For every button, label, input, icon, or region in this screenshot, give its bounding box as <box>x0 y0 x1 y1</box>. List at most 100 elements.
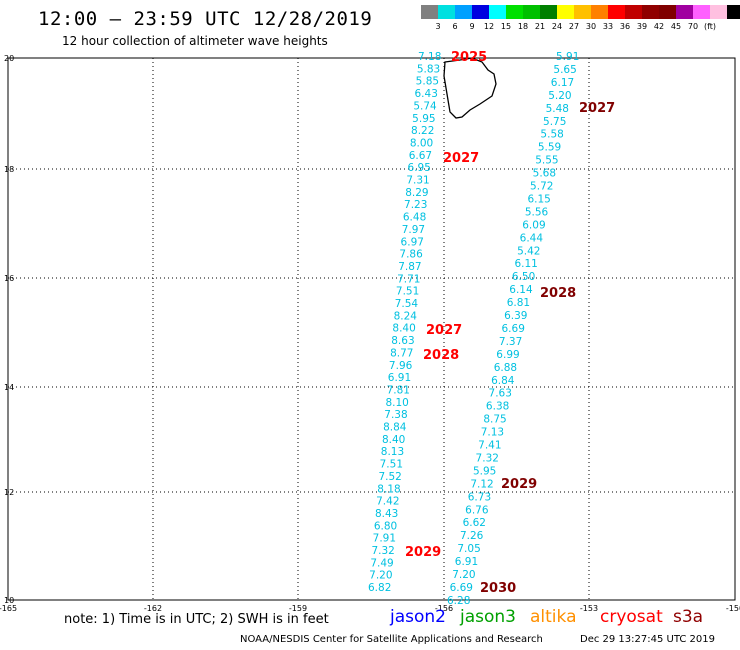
swh-value-track-b: 7.41 <box>478 440 501 452</box>
swh-value-track-b: 5.55 <box>535 155 558 167</box>
satellite-label-cryosat: cryosat <box>600 607 663 627</box>
swh-value-track-a: 8.40 <box>392 323 415 335</box>
swh-value-track-b: 5.59 <box>538 142 561 154</box>
swh-value-track-b: 6.76 <box>465 504 489 516</box>
legend-label: 15 <box>500 22 512 31</box>
legend-label: 6 <box>452 22 458 31</box>
swh-value-track-a: 7.20 <box>369 570 392 582</box>
swh-value-track-a: 8.84 <box>383 422 407 434</box>
swh-value-track-b: 5.42 <box>517 245 540 257</box>
swh-value-track-b: 6.62 <box>463 517 486 529</box>
legend-label: 3 <box>435 22 441 31</box>
swh-value-track-a: 8.43 <box>375 508 398 520</box>
swh-value-track-a: 6.97 <box>401 236 424 248</box>
swh-value-track-a: 7.54 <box>395 298 419 310</box>
legend-label: 70 <box>687 22 699 31</box>
island-outline <box>443 57 497 119</box>
swh-value-track-b: 6.11 <box>514 258 537 270</box>
swh-value-track-b: 7.13 <box>481 427 504 439</box>
swh-value-track-b: 6.91 <box>455 556 478 568</box>
legend-label: 24 <box>551 22 563 31</box>
swh-value-track-a: 7.97 <box>402 224 425 236</box>
swh-value-track-b: 5.72 <box>530 181 553 193</box>
swh-value-track-a: 8.00 <box>410 137 433 149</box>
swh-value-track-b: 5.75 <box>543 116 566 128</box>
swh-value-track-a: 7.42 <box>376 496 399 508</box>
swh-value-track-a: 7.51 <box>380 459 403 471</box>
legend-label: 12 <box>483 22 495 31</box>
swh-value-track-a: 5.83 <box>417 63 440 75</box>
swh-value-track-a: 7.52 <box>378 471 401 483</box>
lat-tick-label: 10 <box>4 596 14 605</box>
lat-tick-label: 20 <box>4 54 14 63</box>
legend-swatch <box>455 5 473 19</box>
lon-tick-label: -165 <box>0 604 17 613</box>
swh-value-track-a: 7.32 <box>371 545 394 557</box>
legend-label: (ft) <box>703 22 717 31</box>
swh-value-track-a: 8.24 <box>394 310 418 322</box>
legend-swatch <box>693 5 711 19</box>
swh-value-track-a: 8.18 <box>377 483 400 495</box>
swh-value-track-b: 6.09 <box>522 219 545 231</box>
time-label: 2030 <box>480 581 516 596</box>
swh-value-track-b: 6.28 <box>447 595 470 607</box>
note-text: note: 1) Time is in UTC; 2) SWH is in fe… <box>64 612 329 627</box>
swh-value-track-b: 6.69 <box>450 582 473 594</box>
swh-value-track-a: 5.85 <box>416 76 439 88</box>
legend-swatch <box>421 5 439 19</box>
legend-swatch <box>642 5 660 19</box>
swh-value-track-a: 6.48 <box>403 212 426 224</box>
legend-label: 30 <box>585 22 597 31</box>
swh-value-track-b: 6.14 <box>509 284 533 296</box>
swh-value-track-a: 8.77 <box>390 347 413 359</box>
legend-swatch <box>506 5 524 19</box>
swh-value-track-a: 6.82 <box>368 582 391 594</box>
satellite-label-s3a: s3a <box>673 607 704 627</box>
legend-swatch <box>676 5 694 19</box>
lat-tick-label: 14 <box>4 383 14 392</box>
swh-value-track-b: 6.38 <box>486 401 509 413</box>
swh-value-track-a: 7.71 <box>397 273 420 285</box>
map-frame <box>7 57 736 601</box>
swh-value-track-b: 5.95 <box>473 465 496 477</box>
legend-label: 42 <box>653 22 665 31</box>
legend-swatch <box>608 5 626 19</box>
lon-tick-label: -150 <box>726 604 740 613</box>
lon-tick-label: -153 <box>580 604 598 613</box>
swh-value-track-b: 5.91 <box>556 51 579 63</box>
lat-tick-label: 12 <box>4 488 14 497</box>
swh-value-track-a: 6.91 <box>388 372 411 384</box>
time-label: 2028 <box>423 348 459 363</box>
legend-label: 33 <box>602 22 614 31</box>
page-subtitle: 12 hour collection of altimeter wave hei… <box>62 34 328 48</box>
swh-value-track-a: 8.40 <box>382 434 405 446</box>
swh-value-track-a: 7.49 <box>370 557 393 569</box>
swh-value-track-a: 8.13 <box>381 446 404 458</box>
swh-value-track-a: 7.31 <box>406 175 429 187</box>
swh-value-track-b: 6.44 <box>520 232 544 244</box>
swh-value-track-a: 7.51 <box>396 286 419 298</box>
swh-value-track-b: 7.26 <box>460 530 484 542</box>
swh-value-track-a: 8.10 <box>385 397 408 409</box>
legend-swatch <box>523 5 541 19</box>
legend-label: 21 <box>534 22 546 31</box>
legend-swatch <box>438 5 456 19</box>
swh-value-track-a: 6.43 <box>415 88 438 100</box>
lon-tick-label: -159 <box>289 604 307 613</box>
time-label: 2027 <box>579 101 615 116</box>
legend-label: 45 <box>670 22 682 31</box>
satellite-label-jason2: jason2 <box>390 607 446 627</box>
swh-value-track-b: 6.39 <box>504 310 527 322</box>
swh-value-track-b: 7.37 <box>499 336 522 348</box>
lon-tick-label: -156 <box>435 604 453 613</box>
swh-value-track-a: 6.67 <box>409 150 432 162</box>
legend-label: 27 <box>568 22 580 31</box>
swh-value-track-b: 6.88 <box>494 362 517 374</box>
swh-value-track-b: 7.05 <box>457 543 480 555</box>
swh-value-track-b: 5.48 <box>546 103 569 115</box>
swh-value-track-a: 8.22 <box>411 125 434 137</box>
lon-tick-label: -162 <box>144 604 162 613</box>
swh-value-track-b: 6.17 <box>551 77 574 89</box>
legend-swatch <box>574 5 592 19</box>
